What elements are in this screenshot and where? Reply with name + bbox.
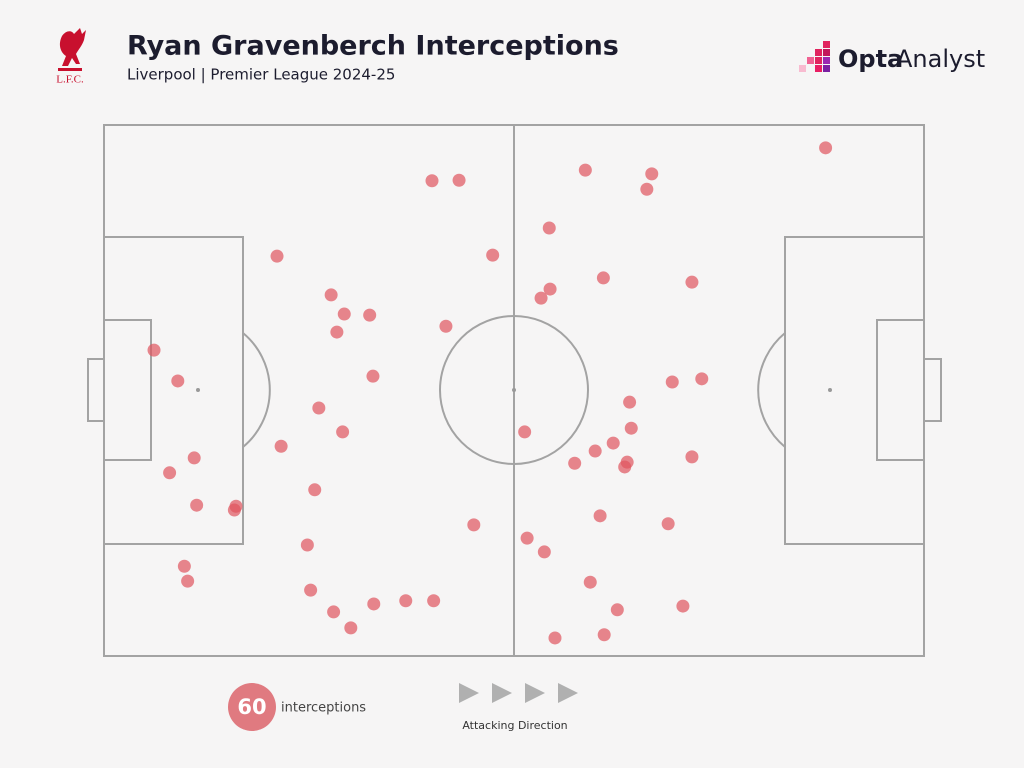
- interception-point: [685, 275, 699, 289]
- interception-point: [363, 308, 377, 322]
- interception-point: [676, 599, 690, 613]
- interception-point: [399, 594, 413, 608]
- six-yard-box: [876, 319, 925, 461]
- interception-point: [181, 574, 195, 588]
- interception-point: [593, 509, 607, 523]
- interception-point: [568, 456, 582, 470]
- publisher-light: Analyst: [896, 45, 985, 73]
- interception-point: [427, 594, 441, 608]
- interception-point: [177, 559, 191, 573]
- direction-label: Attacking Direction: [462, 719, 567, 732]
- interception-point: [618, 460, 632, 474]
- interception-point: [327, 605, 341, 619]
- penalty-spot: [196, 388, 200, 392]
- interception-point: [425, 174, 439, 188]
- interception-point: [163, 466, 177, 480]
- penalty-box: [784, 236, 925, 545]
- penalty-box: [103, 236, 244, 545]
- interception-point: [543, 282, 557, 296]
- interception-point: [439, 319, 453, 333]
- interception-point: [518, 425, 532, 439]
- interception-point: [640, 182, 654, 196]
- interception-point: [819, 141, 833, 155]
- interception-point: [597, 628, 611, 642]
- interception-point: [171, 374, 185, 388]
- count-label: interceptions: [281, 701, 366, 716]
- count-badge: [228, 683, 276, 731]
- interception-point: [312, 401, 326, 415]
- interception-point: [486, 248, 500, 262]
- interception-point: [270, 249, 284, 263]
- interception-point: [588, 444, 602, 458]
- points: [147, 141, 833, 645]
- interception-point: [542, 221, 556, 235]
- interception-point: [324, 288, 338, 302]
- goal: [87, 358, 105, 422]
- interception-point: [596, 271, 610, 285]
- centre-circle: [439, 315, 589, 465]
- direction-arrows: [459, 683, 578, 703]
- pitch: [87, 124, 942, 657]
- goal: [923, 358, 942, 422]
- chart-title: Ryan Gravenberch Interceptions: [127, 31, 619, 62]
- publisher-logo: Opta Analyst: [799, 41, 985, 73]
- interception-point: [623, 395, 637, 409]
- interception-point: [467, 518, 481, 532]
- chart-subtitle: Liverpool | Premier League 2024-25: [127, 66, 395, 84]
- interception-point: [624, 421, 638, 435]
- interception-point: [606, 436, 620, 450]
- interception-point: [610, 603, 624, 617]
- interception-point: [685, 450, 699, 464]
- interception-point: [147, 343, 161, 357]
- interception-point: [274, 439, 288, 453]
- penalty-arc: [242, 332, 271, 448]
- publisher-bold: Opta: [838, 45, 903, 73]
- interception-point: [661, 517, 675, 531]
- interception-point: [520, 531, 534, 545]
- interception-point: [645, 167, 659, 181]
- club-logo: L.F.C.: [56, 28, 86, 86]
- count-value: 60: [237, 695, 266, 719]
- interception-point: [300, 538, 314, 552]
- interception-point: [665, 375, 679, 389]
- interception-point: [190, 498, 204, 512]
- interception-point: [330, 325, 344, 339]
- interception-point: [452, 173, 466, 187]
- interception-point: [304, 583, 318, 597]
- interception-point: [367, 597, 381, 611]
- penalty-spot: [828, 388, 832, 392]
- penalty-arc: [757, 332, 786, 448]
- centre-spot: [512, 388, 516, 392]
- interception-point: [336, 425, 350, 439]
- interception-point: [337, 307, 351, 321]
- interception-point: [548, 631, 562, 645]
- interception-point: [583, 575, 597, 589]
- interception-point: [187, 451, 201, 465]
- interception-point: [537, 545, 551, 559]
- interception-point: [534, 291, 548, 305]
- interception-point: [695, 372, 709, 386]
- interception-point: [308, 483, 322, 497]
- interception-point: [344, 621, 358, 635]
- six-yard-box: [103, 319, 152, 461]
- interception-point: [578, 163, 592, 177]
- interception-point: [227, 503, 241, 517]
- interception-point: [366, 369, 380, 383]
- club-text: L.F.C.: [56, 74, 84, 86]
